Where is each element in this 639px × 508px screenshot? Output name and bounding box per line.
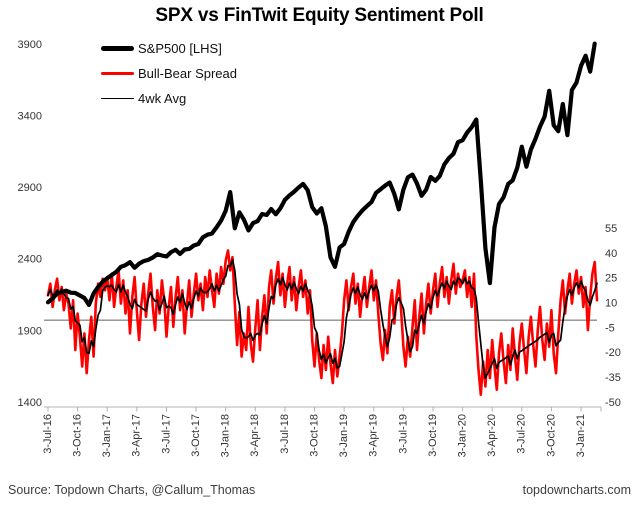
right-axis-label: -5 bbox=[605, 322, 615, 334]
right-axis-label: 55 bbox=[605, 223, 617, 235]
4wk-avg-line-swatch-icon bbox=[101, 97, 134, 100]
source-attribution: Source: Topdown Charts, @Callum_Thomas bbox=[8, 483, 256, 497]
legend-label: S&P500 [LHS] bbox=[138, 41, 222, 56]
x-axis-label: 3-Oct-16 bbox=[72, 414, 84, 457]
right-axis-label: 10 bbox=[605, 297, 617, 309]
left-axis-label: 3400 bbox=[18, 111, 42, 123]
x-axis-label: 3-Apr-18 bbox=[249, 414, 261, 457]
left-axis-label: 3900 bbox=[18, 39, 42, 51]
x-axis-label: 3-Jan-21 bbox=[575, 414, 587, 457]
x-axis-label: 3-Jul-19 bbox=[397, 414, 409, 454]
x-axis-label: 3-Jul-17 bbox=[160, 414, 172, 454]
bull-bear-line-swatch-icon bbox=[101, 72, 134, 75]
x-axis-label: 3-Apr-19 bbox=[368, 414, 380, 457]
x-axis-label: 3-Oct-18 bbox=[308, 414, 320, 457]
legend-item-sp500: S&P500 [LHS] bbox=[101, 36, 237, 61]
left-axis-label: 2900 bbox=[18, 182, 42, 194]
right-axis-label: 25 bbox=[605, 273, 617, 285]
sp500-line-swatch-icon bbox=[101, 46, 134, 51]
x-axis-label: 3-Jul-16 bbox=[42, 414, 54, 454]
legend-label: Bull-Bear Spread bbox=[138, 66, 237, 81]
x-axis-label: 3-Jul-20 bbox=[516, 414, 528, 454]
legend-label: 4wk Avg bbox=[138, 91, 187, 106]
x-axis-label: 3-Jan-18 bbox=[220, 414, 232, 457]
right-axis-label: -50 bbox=[605, 397, 621, 409]
legend-item-bull-bear-spread: Bull-Bear Spread bbox=[101, 61, 237, 86]
sp500-line bbox=[45, 41, 597, 307]
x-axis-label: 3-Apr-20 bbox=[486, 414, 498, 457]
x-axis-label: 3-Oct-20 bbox=[545, 414, 557, 457]
right-axis-label: -35 bbox=[605, 372, 621, 384]
bull-bear-spread-line bbox=[46, 249, 599, 397]
x-axis-label: 3-Oct-19 bbox=[427, 414, 439, 457]
x-axis-label: 3-Jul-18 bbox=[279, 414, 291, 454]
legend-item-4wk-avg: 4wk Avg bbox=[101, 86, 237, 111]
right-axis-label: -20 bbox=[605, 347, 621, 359]
page-title: SPX vs FinTwit Equity Sentiment Poll bbox=[155, 5, 484, 26]
left-axis-label: 1900 bbox=[18, 325, 42, 337]
4wk-avg-line bbox=[47, 258, 598, 379]
x-axis-label: 3-Jan-19 bbox=[338, 414, 350, 457]
left-axis-label: 2400 bbox=[18, 254, 42, 266]
left-axis-label: 1400 bbox=[18, 397, 42, 409]
website-link: topdowncharts.com bbox=[522, 483, 631, 497]
x-axis-label: 3-Jan-17 bbox=[101, 414, 113, 457]
chart-plot: 3-Jul-16 3-Oct-16 3-Jan-17 3-Apr-17 3-Jul-17… bbox=[18, 39, 621, 458]
chart-legend: S&P500 [LHS] Bull-Bear Spread 4wk Avg bbox=[101, 36, 237, 111]
x-axis-label: 3-Oct-17 bbox=[190, 414, 202, 457]
right-axis-label: 40 bbox=[605, 248, 617, 260]
x-axis-label: 3-Apr-17 bbox=[131, 414, 143, 457]
x-axis-label: 3-Jan-20 bbox=[457, 414, 469, 457]
